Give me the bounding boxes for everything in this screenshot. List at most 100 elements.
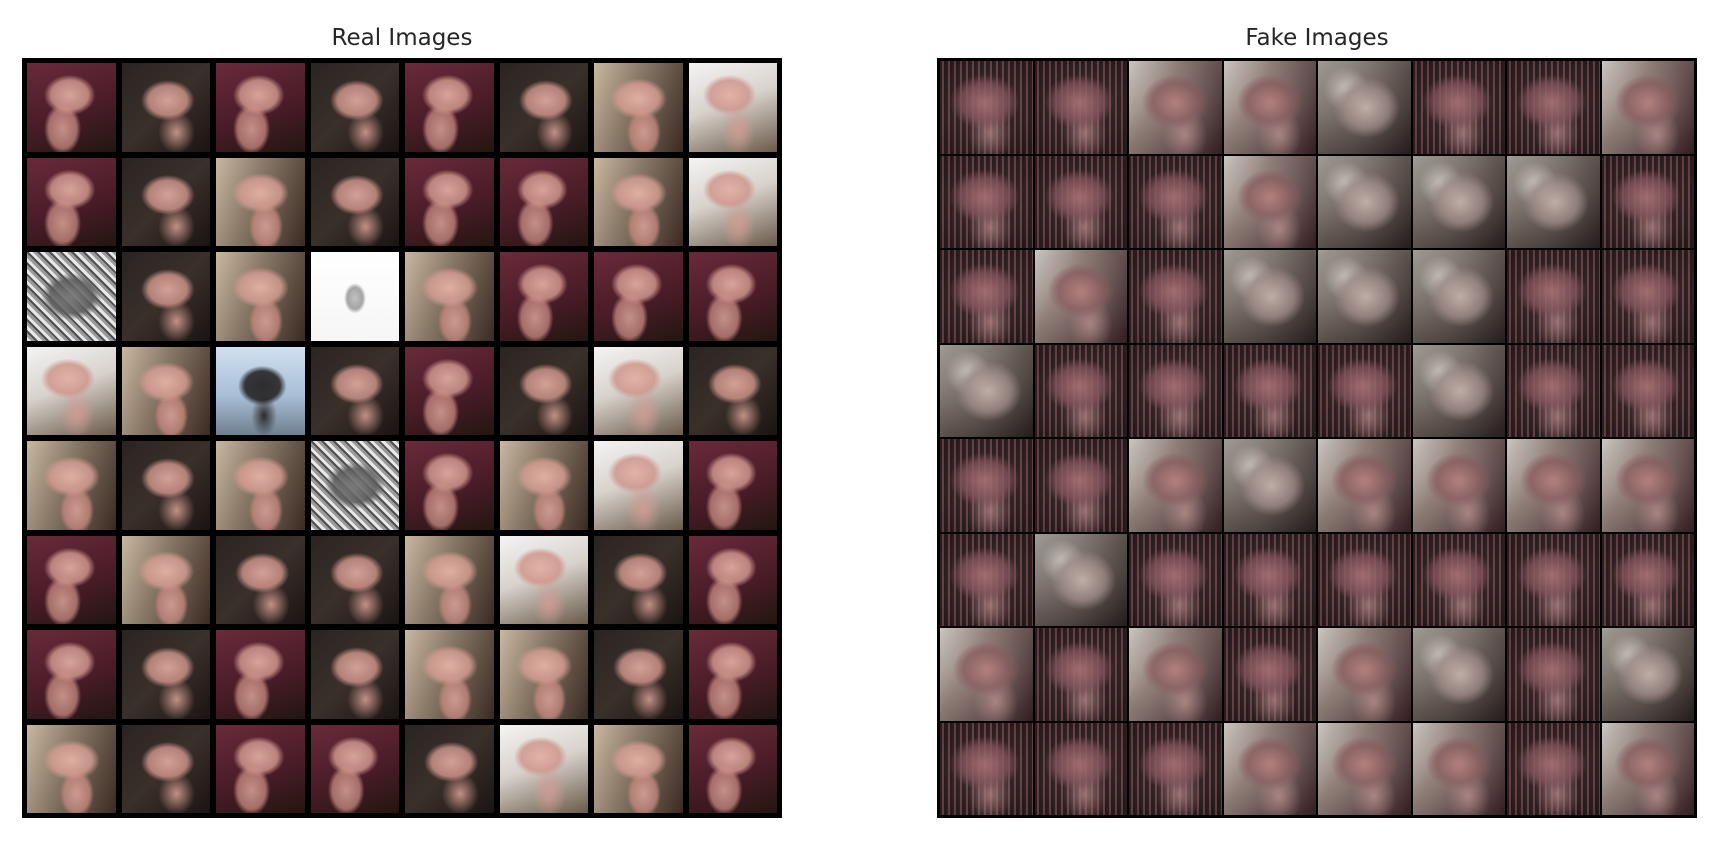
- real-images-grid: [22, 58, 782, 818]
- real-image-tile: [216, 252, 305, 341]
- fake-image-tile: [940, 533, 1033, 626]
- real-image-tile: [688, 63, 777, 152]
- real-image-tile: [310, 346, 399, 435]
- fake-images-panel: Fake Images: [861, 0, 1722, 842]
- fake-image-tile: [1601, 722, 1694, 815]
- real-image-tile: [688, 630, 777, 719]
- real-image-tile: [405, 346, 494, 435]
- fake-image-tile: [1412, 155, 1505, 248]
- fake-image-tile: [1601, 439, 1694, 532]
- real-image-tile: [499, 441, 588, 530]
- fake-image-tile: [1318, 628, 1411, 721]
- real-image-tile: [405, 630, 494, 719]
- real-image-tile: [121, 346, 210, 435]
- fake-image-tile: [1129, 61, 1222, 154]
- real-image-tile: [310, 441, 399, 530]
- real-image-tile: [27, 346, 116, 435]
- real-image-tile: [216, 63, 305, 152]
- real-image-tile: [121, 157, 210, 246]
- fake-image-tile: [1223, 722, 1316, 815]
- fake-images-grid: [937, 58, 1697, 818]
- fake-image-tile: [1034, 533, 1127, 626]
- real-image-tile: [688, 252, 777, 341]
- fake-image-tile: [1412, 344, 1505, 437]
- real-image-tile: [594, 441, 683, 530]
- fake-image-tile: [1223, 61, 1316, 154]
- fake-image-tile: [1318, 439, 1411, 532]
- real-image-tile: [499, 252, 588, 341]
- real-image-tile: [216, 724, 305, 813]
- real-images-panel: Real Images: [22, 25, 782, 818]
- real-image-tile: [121, 252, 210, 341]
- fake-image-tile: [1034, 61, 1127, 154]
- real-image-tile: [310, 630, 399, 719]
- fake-image-tile: [1223, 533, 1316, 626]
- fake-image-tile: [1412, 250, 1505, 343]
- fake-image-tile: [1223, 439, 1316, 532]
- fake-image-tile: [1507, 722, 1600, 815]
- real-image-tile: [27, 630, 116, 719]
- real-image-tile: [405, 535, 494, 624]
- real-image-tile: [216, 346, 305, 435]
- real-image-tile: [594, 157, 683, 246]
- real-image-tile: [499, 346, 588, 435]
- fake-image-tile: [940, 722, 1033, 815]
- real-image-tile: [405, 724, 494, 813]
- real-image-tile: [27, 157, 116, 246]
- fake-image-tile: [1412, 628, 1505, 721]
- fake-image-tile: [1507, 155, 1600, 248]
- fake-image-tile: [1601, 533, 1694, 626]
- real-image-tile: [688, 535, 777, 624]
- real-image-tile: [27, 252, 116, 341]
- fake-image-tile: [1507, 344, 1600, 437]
- fake-image-tile: [940, 628, 1033, 721]
- fake-image-tile: [1601, 61, 1694, 154]
- fake-image-tile: [1034, 628, 1127, 721]
- real-image-tile: [594, 630, 683, 719]
- real-image-tile: [405, 157, 494, 246]
- fake-image-tile: [1129, 250, 1222, 343]
- fake-image-tile: [1601, 155, 1694, 248]
- fake-image-tile: [1412, 533, 1505, 626]
- real-image-tile: [499, 157, 588, 246]
- fake-image-tile: [1507, 439, 1600, 532]
- fake-image-tile: [1223, 250, 1316, 343]
- real-image-tile: [688, 346, 777, 435]
- real-image-tile: [310, 63, 399, 152]
- real-image-tile: [310, 535, 399, 624]
- fake-image-tile: [1412, 439, 1505, 532]
- fake-image-tile: [1223, 155, 1316, 248]
- fake-image-tile: [1034, 722, 1127, 815]
- real-image-tile: [27, 441, 116, 530]
- fake-image-tile: [1601, 250, 1694, 343]
- fake-image-tile: [1034, 155, 1127, 248]
- fake-image-tile: [1034, 439, 1127, 532]
- fake-image-tile: [940, 61, 1033, 154]
- real-image-tile: [499, 630, 588, 719]
- real-image-tile: [121, 630, 210, 719]
- fake-image-tile: [1223, 344, 1316, 437]
- fake-image-tile: [1129, 628, 1222, 721]
- real-image-tile: [594, 63, 683, 152]
- fake-image-tile: [1318, 250, 1411, 343]
- real-image-tile: [27, 724, 116, 813]
- fake-image-tile: [1318, 533, 1411, 626]
- real-image-tile: [27, 63, 116, 152]
- real-image-tile: [688, 157, 777, 246]
- fake-image-tile: [1412, 61, 1505, 154]
- fake-image-tile: [1223, 628, 1316, 721]
- real-image-tile: [310, 724, 399, 813]
- real-image-tile: [688, 724, 777, 813]
- real-image-tile: [216, 441, 305, 530]
- real-image-tile: [405, 441, 494, 530]
- real-image-tile: [499, 63, 588, 152]
- fake-image-tile: [1507, 533, 1600, 626]
- fake-image-tile: [1412, 722, 1505, 815]
- fake-image-tile: [940, 250, 1033, 343]
- real-image-tile: [121, 441, 210, 530]
- real-image-tile: [27, 535, 116, 624]
- real-image-tile: [594, 724, 683, 813]
- real-image-tile: [594, 346, 683, 435]
- real-images-title: Real Images: [331, 25, 473, 51]
- real-image-tile: [594, 535, 683, 624]
